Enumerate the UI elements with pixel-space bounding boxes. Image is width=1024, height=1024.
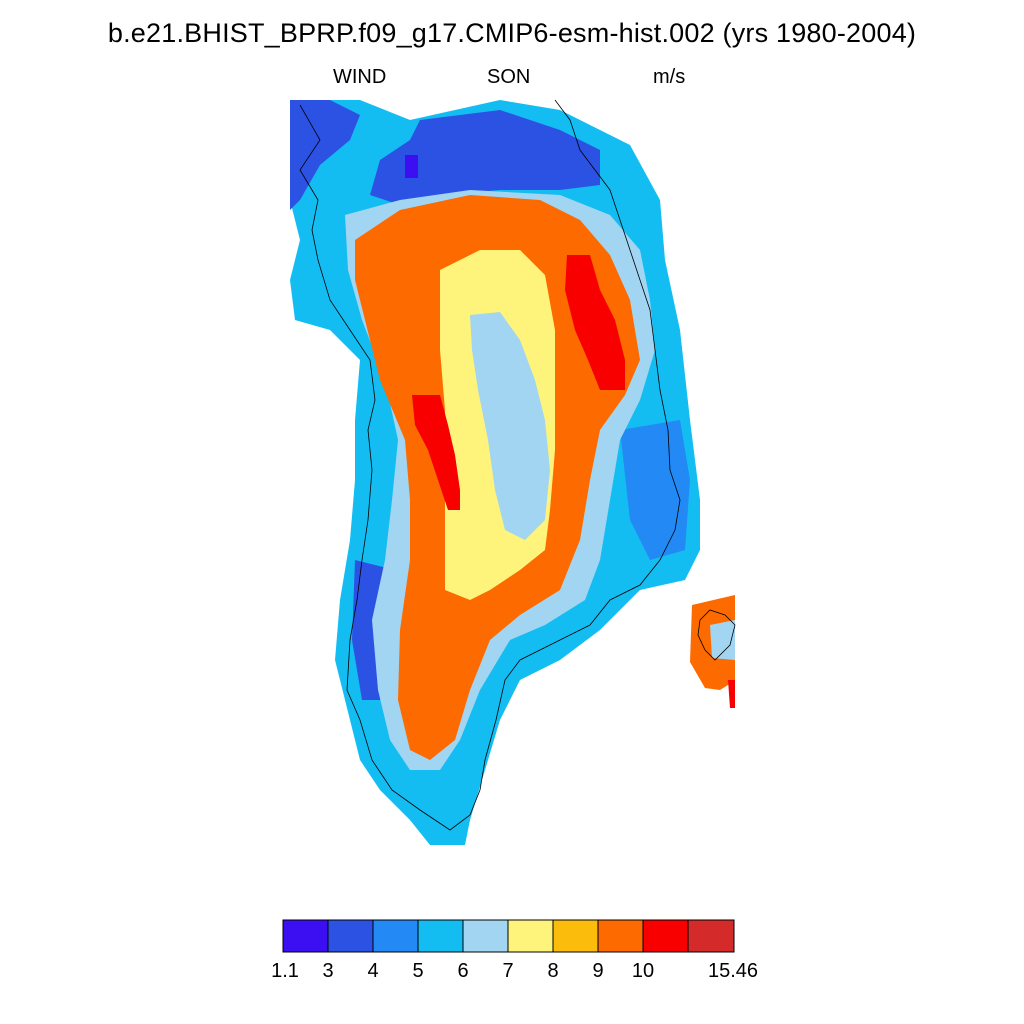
colorbar-tick-label: 6 xyxy=(457,960,469,982)
colorbar-swatch xyxy=(597,919,644,953)
colorbar-tick-label: 7 xyxy=(502,960,514,982)
colorbar-swatch xyxy=(372,919,419,953)
speed-band-core xyxy=(470,312,550,540)
wind-cell-region xyxy=(620,420,690,560)
coastline xyxy=(697,609,736,661)
wind-cell-region xyxy=(710,620,735,660)
colorbar-swatch xyxy=(417,919,464,953)
plot-title: b.e21.BHIST_BPRP.f09_g17.CMIP6-esm-hist.… xyxy=(107,18,917,48)
colorbar-tick-label: 9 xyxy=(592,960,604,982)
colorbar-tick-label: 3 xyxy=(322,960,334,982)
wind-cell-region xyxy=(405,155,418,178)
season-label: SON xyxy=(487,66,531,88)
wind-cell-region xyxy=(470,312,550,540)
colorbar-tick-label: 15.46 xyxy=(707,960,759,982)
colorbar-tick-label: 1.1 xyxy=(271,960,299,982)
variable-label: WIND xyxy=(333,66,387,88)
iceland-patch xyxy=(690,595,735,708)
colorbar-tick-label: 5 xyxy=(412,960,424,982)
coastline xyxy=(311,99,681,831)
colorbar-swatch xyxy=(642,919,689,953)
colorbar-tick-label: 4 xyxy=(367,960,379,982)
units-label: m/s xyxy=(653,66,686,88)
colorbar-swatch xyxy=(282,919,329,953)
wind-cell-region xyxy=(412,395,460,510)
colorbar-tick-label: 10 xyxy=(631,960,655,982)
colorbar-swatch xyxy=(687,919,735,953)
wind-cell-region xyxy=(370,110,600,205)
colorbar-tick-label: 8 xyxy=(547,960,559,982)
speed-band-max xyxy=(412,255,625,510)
colorbar-swatch xyxy=(507,919,554,953)
wind-cell-region xyxy=(728,680,735,708)
wind-cell-region xyxy=(565,255,625,390)
coastline xyxy=(299,104,321,231)
colorbar-swatch xyxy=(327,919,374,953)
colorbar-swatch xyxy=(462,919,509,953)
colorbar-swatch xyxy=(552,919,599,953)
